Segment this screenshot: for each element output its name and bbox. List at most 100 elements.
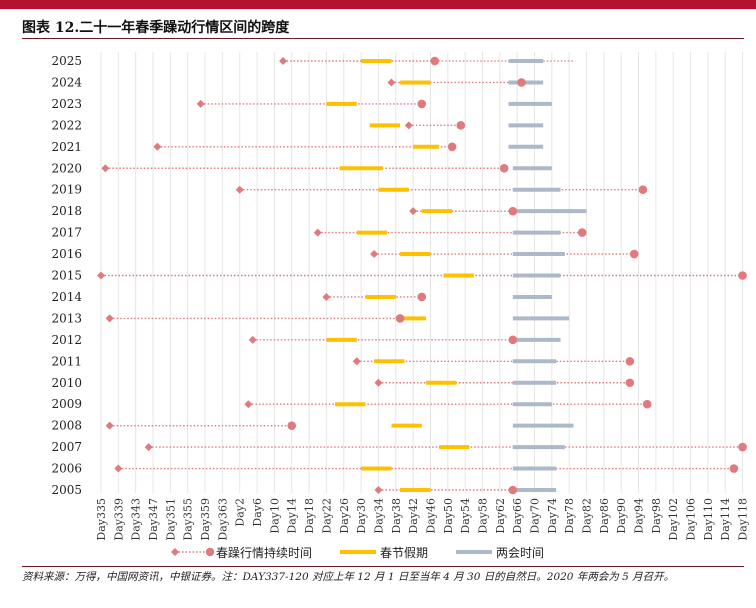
x-tick-label: Day78: [563, 498, 576, 534]
rally-end-marker: [625, 357, 635, 366]
x-tick-label: Day70: [529, 498, 542, 534]
x-tick-label: Day347: [147, 498, 160, 541]
rally-start-marker: [235, 185, 244, 194]
rally-end-marker: [629, 249, 639, 259]
y-tick-label: 2015: [51, 269, 82, 283]
rally-start-marker: [313, 228, 322, 237]
rally-end-marker: [638, 185, 648, 194]
x-tick-label: Day98: [650, 498, 663, 534]
x-tick-label: Day18: [303, 498, 316, 534]
x-tick-label: Day62: [494, 498, 507, 534]
rally-end-marker: [642, 399, 652, 409]
x-tick-label: Day90: [615, 498, 628, 534]
x-tick-label: Day10: [268, 498, 281, 534]
x-tick-label: Day38: [390, 498, 403, 534]
rally-start-marker: [105, 314, 114, 323]
rally-end-marker: [729, 464, 739, 473]
y-tick-label: 2013: [51, 311, 82, 325]
legend-holiday-label: 春节假期: [380, 545, 429, 560]
x-tick-label: Day86: [598, 498, 611, 534]
y-tick-label: 2005: [51, 483, 82, 497]
rally-start-marker: [101, 164, 110, 173]
x-tick-label: Day343: [130, 498, 143, 541]
x-tick-label: Day2: [234, 498, 247, 527]
legend-rally: 春躁行情持续时间: [170, 544, 312, 561]
rally-end-marker: [625, 378, 635, 388]
y-tick-label: 2007: [51, 440, 82, 454]
rally-end-marker: [287, 421, 297, 430]
x-tick-label: Day106: [685, 498, 698, 541]
rally-end-marker: [738, 271, 747, 280]
y-tick-label: 2016: [51, 247, 82, 261]
y-tick-label: 2022: [51, 118, 82, 132]
rally-start-marker: [144, 443, 153, 452]
chart-title: 图表 12.二十一年春季躁动行情区间的跨度: [22, 20, 290, 36]
rally-end-marker: [395, 314, 405, 323]
x-tick-label: Day6: [251, 498, 264, 527]
rally-end-marker: [430, 56, 440, 66]
legend-rally-icon: [171, 547, 215, 557]
rally-start-marker: [196, 99, 205, 108]
legend-npc-label: 两会时间: [496, 545, 545, 560]
legend-holiday-icon: [340, 550, 377, 554]
y-tick-label: 2024: [51, 75, 82, 89]
x-tick-label: Day82: [581, 498, 594, 534]
y-tick-label: 2025: [51, 54, 82, 68]
x-tick-label: Day94: [633, 498, 646, 534]
x-tick-label: Day58: [476, 498, 489, 534]
rally-end-marker: [738, 442, 747, 452]
x-tick-label: Day26: [338, 498, 351, 534]
x-tick-label: Day118: [737, 498, 750, 541]
x-tick-label: Day14: [286, 498, 299, 534]
x-tick-label: Day363: [216, 498, 229, 541]
x-tick-label: Day355: [182, 498, 195, 541]
y-tick-label: 2019: [51, 183, 82, 197]
x-tick-label: Day74: [546, 498, 559, 534]
x-tick-label: Day42: [407, 498, 420, 534]
x-tick-label: Day351: [164, 498, 177, 541]
source-divider: [22, 566, 744, 567]
rally-start-marker: [352, 357, 361, 366]
y-tick-label: 2008: [51, 419, 82, 433]
rally-start-marker: [248, 335, 257, 344]
rally-start-marker: [114, 464, 123, 473]
y-tick-label: 2020: [51, 161, 82, 175]
y-tick-label: 2021: [51, 140, 82, 154]
x-tick-label: Day22: [320, 498, 333, 534]
rally-start-marker: [409, 207, 418, 216]
rally-start-marker: [105, 421, 114, 430]
x-tick-label: Day46: [424, 498, 437, 534]
x-tick-label: Day66: [511, 498, 524, 534]
rally-start-marker: [387, 78, 396, 87]
y-tick-label: 2012: [51, 333, 82, 347]
x-tick-label: Day30: [355, 498, 368, 534]
source-note: 资料来源：万得，中国网资讯，中银证券。注：DAY337-120 对应上年 12 …: [22, 571, 675, 583]
rally-start-marker: [404, 121, 413, 130]
y-tick-label: 2006: [51, 462, 82, 476]
legend-npc: 两会时间: [454, 544, 544, 561]
rally-start-marker: [370, 250, 379, 259]
rally-end-marker: [508, 335, 518, 345]
x-tick-label: Day339: [112, 498, 125, 541]
legend-npc-icon: [456, 550, 493, 554]
x-tick-label: Day359: [199, 498, 212, 541]
x-tick-label: Day50: [442, 498, 455, 534]
x-tick-label: Day110: [702, 498, 715, 541]
y-tick-label: 2014: [51, 290, 82, 304]
title-divider: [22, 38, 744, 39]
x-tick-label: Day335: [95, 498, 108, 541]
y-tick-label: 2010: [51, 376, 82, 390]
rally-end-marker: [499, 163, 509, 173]
rally-end-marker: [577, 228, 587, 237]
rally-end-marker: [417, 99, 427, 109]
rally-start-marker: [153, 142, 162, 151]
x-tick-label: Day114: [719, 498, 732, 541]
rally-end-marker: [508, 206, 518, 216]
legend-holiday: 春节假期: [338, 544, 428, 561]
y-tick-label: 2017: [51, 226, 82, 240]
rally-end-marker: [508, 485, 518, 495]
rally-start-marker: [374, 378, 383, 387]
rally-start-marker: [97, 271, 105, 280]
rally-end-marker: [517, 78, 526, 87]
